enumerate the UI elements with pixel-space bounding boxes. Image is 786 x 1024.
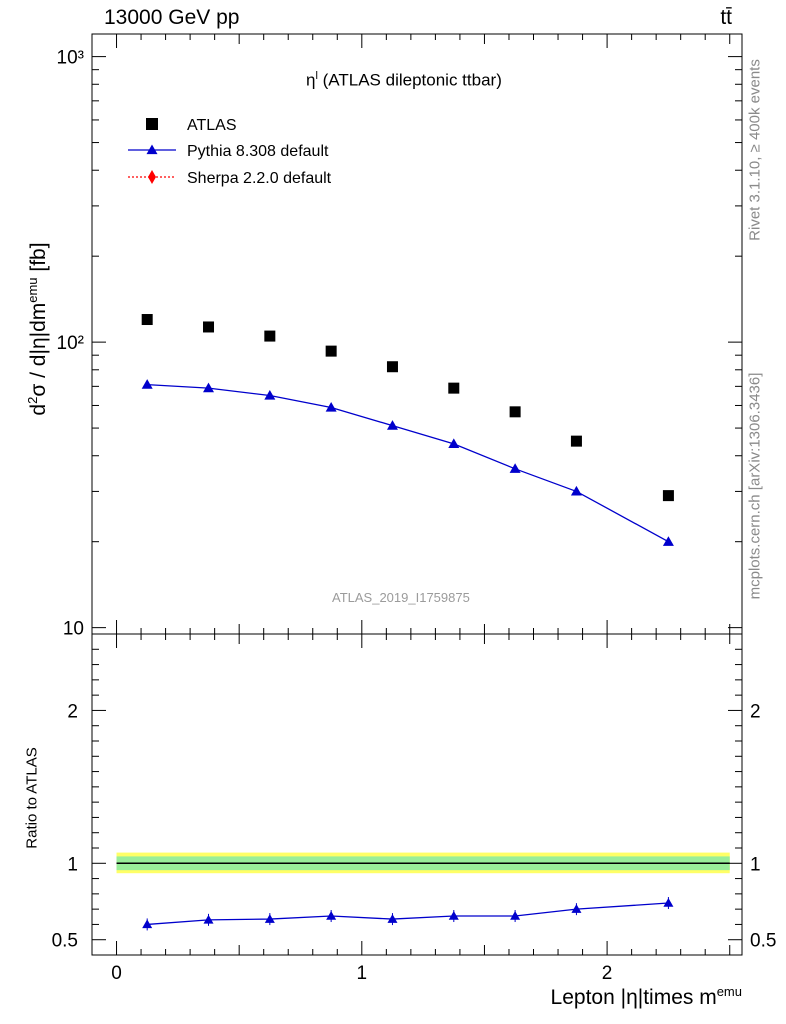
atlas-point [570,435,582,447]
pythia-point [325,402,337,412]
legend-pythia-marker [146,144,158,155]
ratio-pythia-point [387,914,398,923]
pythia-point [141,379,153,389]
x-axis-label-base: Lepton |η|times m [550,986,717,1009]
legend-atlas-marker [146,118,158,130]
ratio-tick-label-right: 1 [750,854,761,875]
ratio-pythia-line [147,902,669,926]
ratio-pythia-point [448,911,459,920]
atlas-point [203,321,215,333]
pythia-point [570,485,582,496]
pythia-point [203,382,215,393]
x-tick-label: 2 [602,963,613,984]
ratio-pythia-point [264,914,275,923]
y-tick-label: 10² [57,333,84,354]
pythia-point [509,463,521,473]
x-tick-label: 0 [111,963,122,984]
x-axis-label: Lepton |η|times memu [551,984,742,1010]
ratio-pythia-point [510,911,521,920]
atlas-point [264,330,276,342]
y-tick-label: 10³ [57,48,84,69]
plot-title-sup: l [315,70,318,82]
legend-sherpa-marker [148,170,156,184]
pythia-point [264,390,276,400]
y-tick-label: 10 [63,619,84,640]
atlas-point [325,345,337,357]
atlas-point [386,361,398,373]
x-axis-label-sup: emu [716,984,742,999]
pythia-point [662,536,674,546]
collision-energy-label: 13000 GeV pp [104,6,240,29]
pythia-point [448,438,460,449]
ratio-pythia-point [571,904,582,913]
plot-title: ηl (ATLAS dileptonic ttbar) [306,70,502,91]
process-label: tt̄ [720,6,732,29]
ratio-pythia-point [326,911,337,920]
plot-title-rest: (ATLAS dileptonic ttbar) [317,70,502,90]
ratio-plot-frame [91,633,743,956]
atlas-point [448,382,460,394]
atlas-point [141,314,153,326]
analysis-id-watermark: ATLAS_2019_I1759875 [332,590,470,605]
plot-title-base: η [306,70,316,90]
ratio-pythia-point [142,919,153,929]
atlas-point [509,406,521,418]
pythia-point [386,420,398,430]
legend-label: ATLAS [187,117,237,134]
ratio-tick-label-right: 0.5 [750,931,776,952]
ratio-tick-label-left: 2 [67,701,78,722]
ratio-pythia-point [203,914,214,924]
atlas-point [662,490,674,502]
ratio-tick-label-left: 0.5 [52,931,78,952]
legend-label: Sherpa 2.2.0 default [187,170,332,187]
x-tick-label: 1 [357,963,368,984]
legend-label: Pythia 8.308 default [187,143,329,160]
ratio-pythia-point [663,898,674,907]
ratio-tick-label-right: 2 [750,701,761,722]
ratio-tick-label-left: 1 [67,854,78,875]
pythia-line [147,383,669,543]
